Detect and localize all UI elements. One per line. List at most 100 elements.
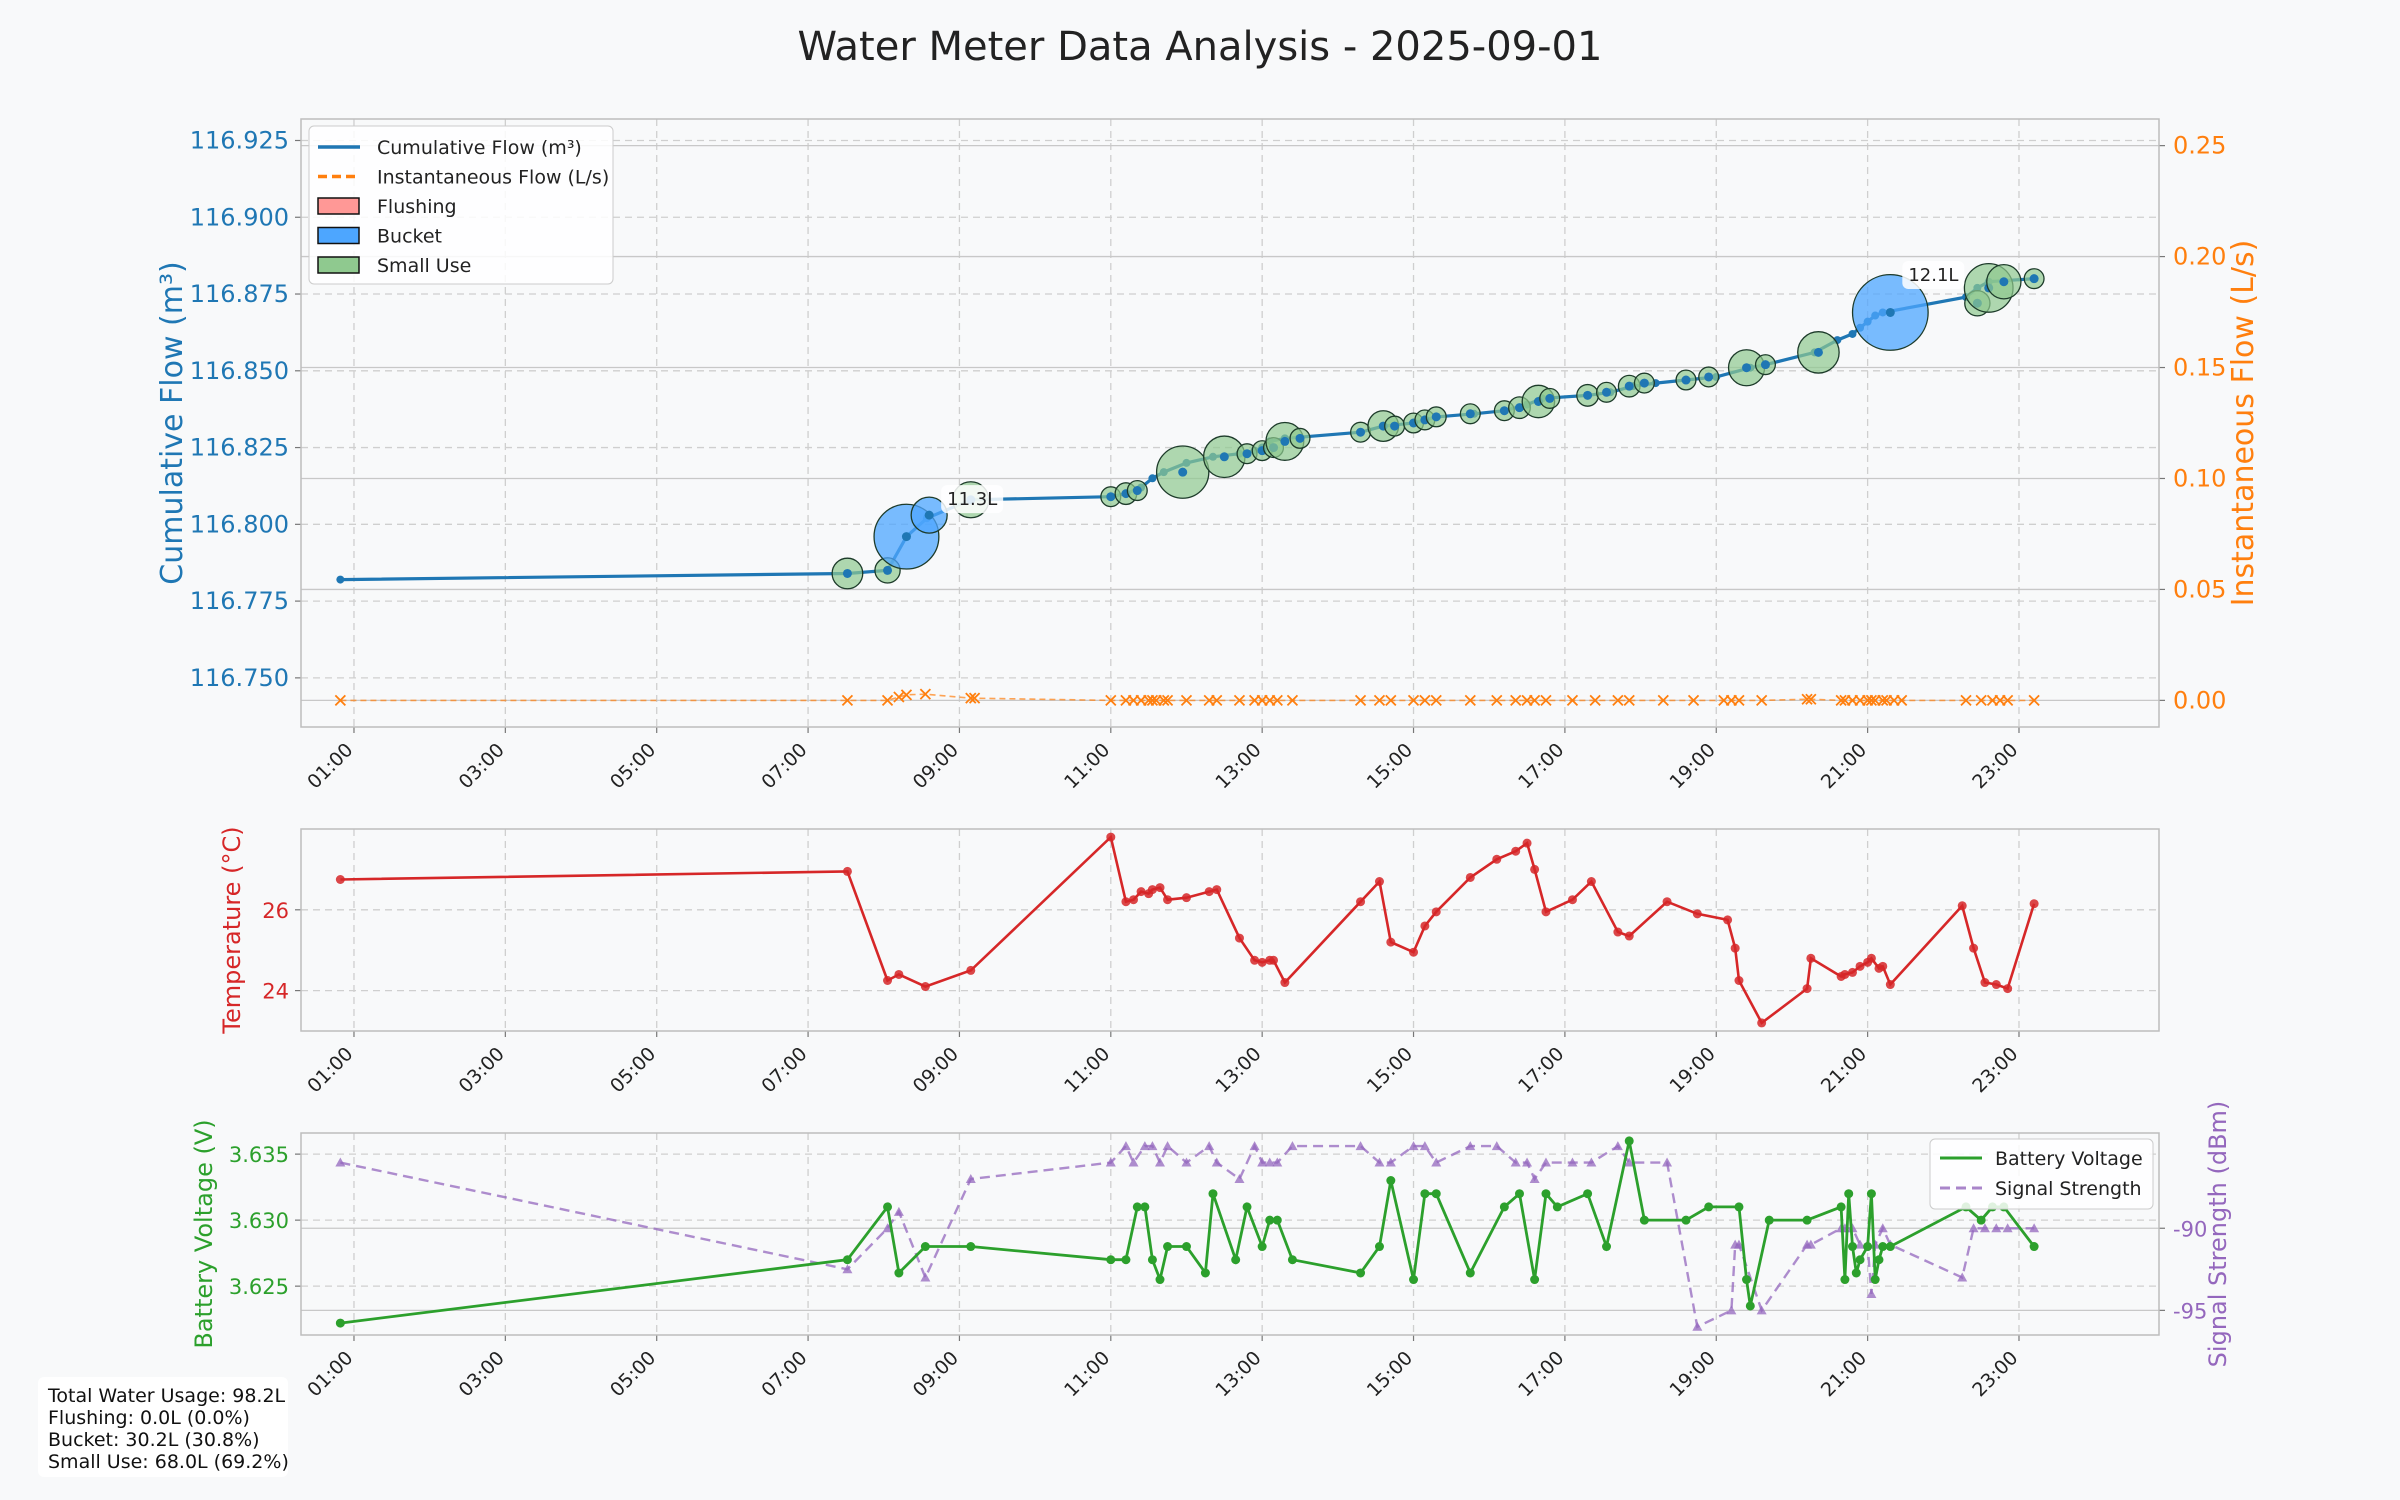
x-tick-label: 13:00	[1211, 1043, 1265, 1097]
signal-strength-marker	[893, 1206, 904, 1216]
temperature-point	[1991, 980, 2001, 990]
legend-frame	[308, 125, 614, 285]
battery-voltage-point	[1885, 1242, 1895, 1252]
x-tick-label: 03:00	[455, 1043, 509, 1097]
instantaneous-flow-marker	[893, 691, 905, 703]
instantaneous-flow-marker	[1566, 694, 1579, 707]
instantaneous-flow-marker	[1180, 694, 1193, 707]
battery-voltage-point	[1530, 1275, 1540, 1285]
signal-strength-marker	[1211, 1157, 1222, 1167]
signal-strength-marker	[1204, 1141, 1215, 1151]
event-center-point	[2029, 274, 2039, 284]
temperature-point	[1129, 895, 1139, 905]
battery-voltage-point	[1855, 1255, 1865, 1265]
temperature-point	[1492, 854, 1502, 864]
instantaneous-flow-marker	[1510, 694, 1522, 707]
battery-voltage-point	[1420, 1189, 1430, 1199]
signal-strength-marker	[1105, 1157, 1116, 1167]
temperature-point	[1204, 887, 1214, 897]
battery-voltage-point	[1257, 1242, 1267, 1252]
x-tick-label: 13:00	[1211, 1347, 1265, 1401]
signal-strength-marker	[1139, 1141, 1150, 1151]
temperature-point	[1386, 937, 1396, 947]
battery-voltage-point	[1265, 1215, 1275, 1225]
signal-strength-marker	[1431, 1157, 1442, 1167]
instantaneous-flow-marker	[1733, 694, 1745, 707]
y-tick-label: 116.875	[190, 280, 289, 308]
x-tick-label: 19:00	[1666, 739, 1720, 793]
y2-tick-label: 0.00	[2173, 686, 2226, 714]
battery-voltage-point	[1734, 1202, 1744, 1212]
temperature-point	[1147, 885, 1157, 895]
cumulative-flow-point	[336, 575, 345, 584]
battery-voltage-point	[1132, 1202, 1142, 1212]
temperature-point	[1409, 947, 1419, 957]
temperature-point	[1613, 927, 1623, 937]
signal-strength-marker	[1522, 1157, 1533, 1167]
instantaneous-flow-marker	[1407, 694, 1420, 707]
temperature-point	[2003, 984, 2013, 994]
signal-strength-marker	[1529, 1173, 1540, 1183]
temperature-point	[1234, 933, 1244, 943]
instantaneous-flow-marker	[1877, 694, 1889, 707]
event-annotation: 11.3L	[947, 489, 997, 510]
signal-strength-marker	[965, 1173, 976, 1183]
y-tick-label: 116.925	[190, 126, 289, 154]
temperature-point	[1969, 943, 1979, 953]
temperature-point	[1878, 961, 1888, 971]
instantaneous-flow-marker	[1756, 694, 1768, 707]
instantaneous-flow-marker	[1146, 694, 1159, 707]
signal-strength-marker	[1287, 1141, 1298, 1151]
x-tick-label: 07:00	[757, 739, 811, 793]
plot-frame	[300, 828, 2160, 1032]
y2-tick-label: -95	[2173, 1299, 2207, 1323]
event-center-point	[1499, 406, 1509, 416]
x-tick-label: 11:00	[1060, 1347, 1114, 1401]
battery-voltage-point	[1121, 1255, 1131, 1265]
event-center-point	[1742, 363, 1752, 373]
annotation-box	[1902, 260, 1965, 289]
battery-voltage-point	[1465, 1268, 1475, 1278]
y2-tick-label: 0.20	[2173, 243, 2226, 271]
signal-strength-marker	[1408, 1141, 1419, 1151]
instantaneous-flow-marker	[1286, 694, 1299, 707]
event-center-point	[1999, 277, 2009, 287]
battery-legend: Battery Voltage Signal Strength	[1929, 1138, 2154, 1210]
x-tick-label: 13:00	[1211, 739, 1265, 793]
signal-strength-marker	[2002, 1223, 2013, 1233]
instantaneous-flow-marker	[1385, 694, 1397, 707]
event-center-point	[1624, 381, 1634, 391]
instantaneous-flow-marker	[1805, 693, 1817, 705]
temperature-point	[1465, 872, 1475, 882]
x-tick-label: 19:00	[1666, 1043, 1720, 1097]
legend-label: Flushing	[377, 196, 457, 218]
temperature-point	[1624, 931, 1634, 941]
instantaneous-flow-marker	[841, 694, 854, 707]
signal-strength-marker	[1162, 1141, 1173, 1151]
battery-voltage-point	[1874, 1255, 1884, 1265]
battery-voltage-point	[1242, 1202, 1252, 1212]
signal-strength-marker	[1491, 1141, 1502, 1151]
battery-voltage-point	[1878, 1242, 1888, 1252]
temperature-point	[1692, 909, 1702, 919]
x-tick-label: 17:00	[1514, 1347, 1568, 1401]
legend-label: Signal Strength	[1995, 1178, 2142, 1200]
legend-label: Small Use	[377, 255, 471, 277]
battery-voltage-point	[1541, 1189, 1551, 1199]
instantaneous-flow-marker	[1419, 694, 1431, 707]
battery-voltage-point	[1681, 1215, 1691, 1225]
signal-strength-marker	[1249, 1141, 1260, 1151]
y2-axis-label: Instantaneous Flow (L/s)	[2226, 240, 2261, 607]
temperature-point	[1163, 895, 1173, 905]
battery-voltage-point	[883, 1202, 893, 1212]
y2-tick-label: 0.05	[2173, 575, 2226, 603]
grid	[301, 829, 2159, 1031]
battery-voltage-point	[1231, 1255, 1241, 1265]
signal-strength-marker	[1855, 1239, 1866, 1249]
annotation-box	[941, 485, 1004, 514]
instantaneous-flow-marker	[1657, 694, 1669, 707]
event-center-point	[1704, 372, 1714, 382]
temperature-point	[1250, 955, 1260, 965]
signal-strength-marker	[1756, 1305, 1767, 1315]
